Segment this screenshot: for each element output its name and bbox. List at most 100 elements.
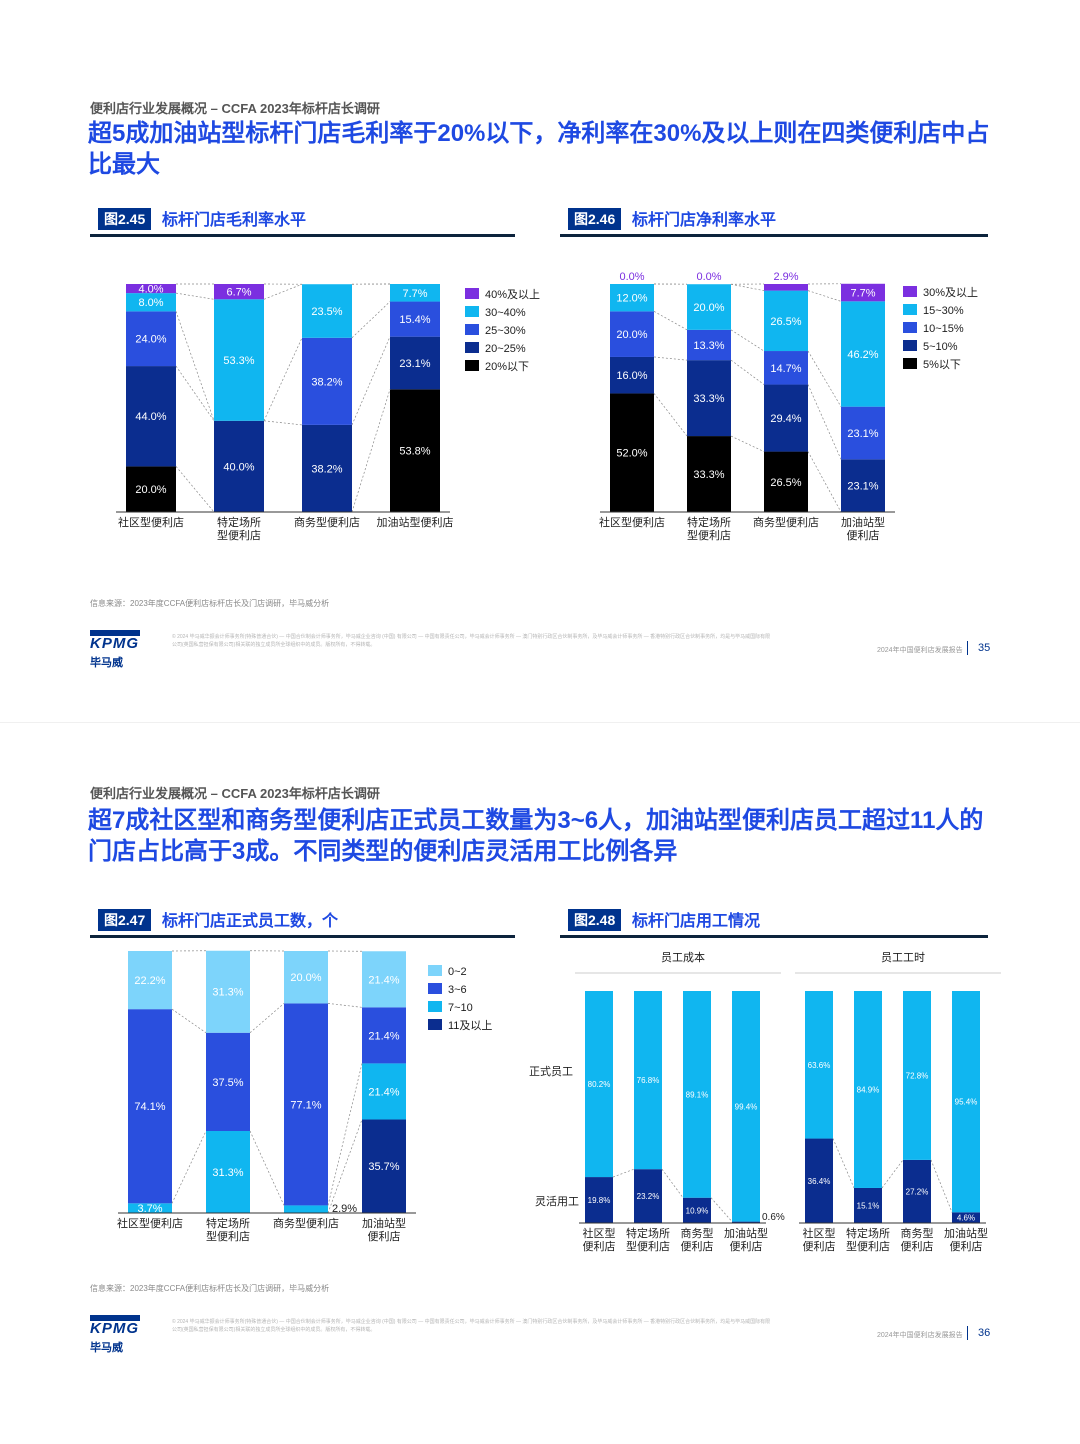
- data-label: 33.3%: [693, 393, 724, 405]
- category-label: 型便利店: [206, 1229, 250, 1243]
- data-label: 7.7%: [402, 288, 427, 300]
- bar-segment: [284, 951, 328, 1004]
- legend-label: 5~10%: [923, 341, 958, 353]
- figure-title: 标杆门店正式员工数，个: [162, 913, 339, 930]
- data-label: 7.7%: [850, 288, 875, 300]
- legend-label: 30%及以上: [923, 286, 978, 299]
- category-label: 商务型: [681, 1226, 714, 1240]
- data-label: 52.0%: [616, 448, 647, 460]
- legend-swatch: [465, 342, 479, 353]
- bar-segment: [687, 329, 731, 361]
- chart-gross-margin: 20.0% 44.0% 24.0% 8.0%4.0% 社区型便利店 40.0% 53.3% 6…: [116, 284, 540, 542]
- data-label: 20.0%: [693, 302, 724, 314]
- connector-line: [807, 451, 842, 513]
- bar-segment: [585, 1177, 613, 1223]
- category-label: 特定场所: [846, 1226, 890, 1240]
- legend-swatch: [428, 965, 442, 976]
- bar-segment: [687, 436, 731, 512]
- section-kicker: 便利店行业发展概况 – CCFA 2023年标杆店长调研: [90, 786, 380, 801]
- bar-segment: [214, 299, 264, 421]
- data-label: 23.2%: [637, 1192, 660, 1201]
- figure-header-2-47: 图2.47 标杆门店正式员工数，个: [90, 909, 515, 938]
- legend-label: 11及以上: [448, 1019, 492, 1032]
- legend-label: 20~25%: [485, 343, 526, 355]
- bar-segment: [126, 311, 176, 367]
- figure-number: 图2.48: [568, 909, 622, 931]
- category-label: 型便利店: [687, 528, 731, 542]
- connector-line: [249, 1130, 285, 1206]
- bar-segment: [732, 1221, 760, 1223]
- bar-segment: [362, 951, 406, 1008]
- category-label: 便利店: [681, 1239, 714, 1253]
- legend-label: 30~40%: [485, 307, 526, 319]
- data-label: 15.4%: [399, 314, 430, 326]
- category-label: 商务型便利店: [753, 515, 819, 529]
- data-label: 89.1%: [686, 1090, 709, 1099]
- data-label: 23.5%: [311, 306, 342, 318]
- figure-title: 标杆门店毛利率水平: [162, 212, 307, 229]
- bar-segment: [610, 284, 654, 312]
- bar-segment: [362, 1119, 406, 1213]
- data-label: 84.9%: [857, 1085, 880, 1094]
- kpmg-logo-cn: 毕马威: [90, 1342, 123, 1354]
- bar-segment: [841, 459, 885, 512]
- data-label: 19.8%: [588, 1196, 611, 1205]
- connector-line: [175, 365, 215, 421]
- bar-segment: [128, 1203, 172, 1213]
- bar-segment: [854, 1187, 882, 1223]
- figure-title: 标杆门店用工情况: [632, 913, 761, 930]
- bar-segment: [952, 1212, 980, 1223]
- data-label: 53.3%: [223, 355, 254, 367]
- bar-segment: [764, 451, 808, 512]
- bar-segment: [302, 337, 352, 425]
- data-label: 80.2%: [588, 1080, 611, 1089]
- connector-line: [327, 1119, 363, 1214]
- data-label: 76.8%: [637, 1076, 660, 1085]
- kpmg-logo-cn: 毕马威: [90, 657, 123, 669]
- report-page-35: 便利店行业发展概况 – CCFA 2023年标杆店长调研 超5成加油站型标杆门店…: [88, 101, 990, 669]
- footer-divider: [967, 1326, 968, 1340]
- data-label: 21.4%: [368, 1030, 399, 1042]
- connector-line: [930, 1159, 953, 1213]
- figure-number: 图2.45: [98, 208, 152, 230]
- legend-swatch: [428, 1019, 442, 1030]
- bar-segment: [903, 991, 931, 1160]
- bar-segment: [302, 424, 352, 512]
- connector-line: [351, 336, 391, 426]
- category-label: 加油站型: [724, 1226, 768, 1240]
- bar-segment: [284, 1205, 328, 1213]
- source-note: 信息来源：2023年度CCFA便利店标杆店长及门店调研，毕马威分析: [90, 599, 330, 608]
- bar-segment: [634, 991, 662, 1170]
- category-label: 社区型: [803, 1226, 836, 1240]
- category-label: 特定场所: [626, 1226, 670, 1240]
- bar-segment: [841, 406, 885, 460]
- category-label: 社区型便利店: [117, 1216, 183, 1230]
- data-label: 26.5%: [770, 316, 801, 328]
- data-label: 0.6%: [762, 1212, 785, 1223]
- data-label: 23.1%: [847, 481, 878, 493]
- connector-line: [730, 435, 765, 452]
- category-label: 加油站型: [841, 515, 885, 529]
- legend-label: 40%及以上: [485, 288, 540, 301]
- data-label: 14.7%: [770, 363, 801, 375]
- bar-segment: [206, 950, 250, 1033]
- data-label: 95.4%: [955, 1098, 978, 1107]
- legend-label: 25~30%: [485, 325, 526, 337]
- copyright-disclaimer: © 2024 毕马威华振会计师事务所(特殊普通合伙) — 中国合伙制会计师事务所…: [172, 1319, 771, 1333]
- category-label: 社区型便利店: [118, 515, 184, 529]
- connector-line: [653, 311, 688, 331]
- data-label: 21.4%: [368, 1086, 399, 1098]
- data-label: 38.2%: [311, 463, 342, 475]
- legend-swatch: [465, 288, 479, 299]
- data-label: 46.2%: [847, 349, 878, 361]
- copyright-disclaimer: © 2024 毕马威华振会计师事务所(特殊普通合伙) — 中国合伙制会计师事务所…: [172, 634, 771, 648]
- connector-line: [351, 389, 391, 513]
- category-label: 特定场所: [217, 515, 261, 529]
- category-label: 便利店: [368, 1229, 401, 1243]
- category-label: 便利店: [950, 1239, 983, 1253]
- data-label: 13.3%: [693, 340, 724, 352]
- connector-line: [807, 290, 842, 302]
- bar-segment: [610, 393, 654, 512]
- figure-title: 标杆门店净利率水平: [632, 212, 777, 229]
- connector-line: [730, 359, 765, 385]
